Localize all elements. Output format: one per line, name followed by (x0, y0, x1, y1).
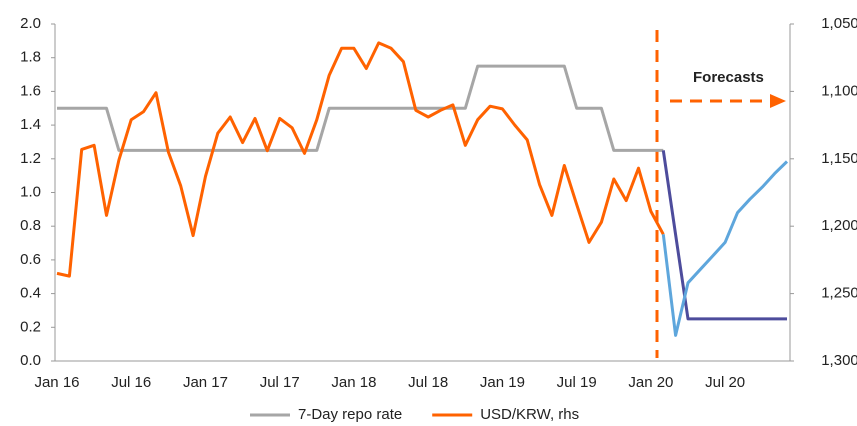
y-tick-label: 1.8 (20, 49, 41, 66)
x-tick-label: Jan 19 (480, 374, 525, 391)
y-tick-label: 0.4 (20, 285, 41, 302)
x-tick-label: Jul 20 (705, 374, 745, 391)
y-tick-label: 1.6 (20, 82, 41, 99)
series-line (661, 150, 787, 321)
y-tick-label: 0.6 (20, 251, 41, 268)
annotation: Forecasts (693, 69, 764, 86)
x-tick-label: Jan 17 (183, 374, 228, 391)
arrow-head (770, 94, 786, 108)
y2-tick-label: 1,100 (821, 82, 857, 99)
y-tick-label: 0.2 (20, 318, 41, 335)
x-tick-label: Jan 16 (34, 374, 79, 391)
y-tick-label: 0.0 (20, 352, 41, 369)
y-tick-label: 0.8 (20, 217, 41, 234)
y-tick-label: 1.0 (20, 183, 41, 200)
y-tick-label: 2.0 (20, 15, 41, 32)
y2-tick-label: 1,200 (821, 217, 857, 234)
series-line (661, 160, 789, 337)
x-tick-label: Jul 17 (260, 374, 300, 391)
y2-tick-label: 1,150 (821, 150, 857, 167)
legend-label: USD/KRW, rhs (480, 406, 579, 423)
x-tick-label: Jul 18 (408, 374, 448, 391)
legend-label: 7-Day repo rate (298, 406, 402, 423)
x-tick-label: Jan 18 (331, 374, 376, 391)
y-tick-label: 1.2 (20, 150, 41, 167)
x-tick-label: Jul 16 (111, 374, 151, 391)
y2-tick-label: 1,250 (821, 285, 857, 302)
x-tick-label: Jan 20 (628, 374, 673, 391)
y2-tick-label: 1,300 (821, 352, 857, 369)
y2-tick-label: 1,050 (821, 15, 857, 32)
y-tick-label: 1.4 (20, 116, 41, 133)
series-line (57, 64, 664, 152)
series-line (56, 41, 665, 278)
x-tick-label: Jul 19 (557, 374, 597, 391)
